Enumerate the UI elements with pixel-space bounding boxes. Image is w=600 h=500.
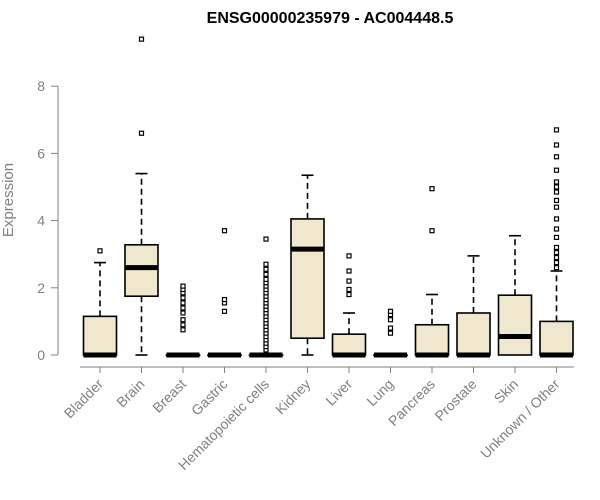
x-tick-label: Skin bbox=[491, 376, 522, 407]
outlier-point bbox=[387, 308, 394, 314]
box-body bbox=[539, 320, 574, 356]
outlier-point bbox=[180, 295, 186, 301]
box-hematopoietic-cells bbox=[248, 236, 284, 358]
outlier-point bbox=[346, 268, 352, 274]
box-body bbox=[456, 312, 491, 356]
outlier-point bbox=[553, 204, 560, 210]
outlier-point bbox=[553, 244, 560, 251]
outlier-point bbox=[553, 260, 560, 266]
box-kidney bbox=[290, 174, 325, 356]
outlier-point bbox=[263, 271, 269, 277]
outlier-point bbox=[180, 317, 186, 323]
y-tick-label-6: 6 bbox=[37, 145, 45, 161]
outlier-point bbox=[263, 261, 269, 267]
box-prostate bbox=[456, 255, 491, 358]
box-lung bbox=[373, 308, 408, 358]
outlier-point bbox=[553, 234, 560, 240]
outlier-point bbox=[346, 291, 352, 298]
outlier-point bbox=[180, 283, 186, 289]
outlier-point bbox=[221, 296, 228, 303]
outlier-point bbox=[97, 248, 103, 254]
outlier-point bbox=[387, 317, 394, 323]
outlier-point bbox=[387, 325, 394, 331]
y-tick-label-0: 0 bbox=[37, 347, 45, 363]
outlier-point bbox=[429, 186, 435, 192]
y-tick-label-4: 4 bbox=[37, 213, 45, 229]
outlier-point bbox=[553, 142, 560, 148]
box-body bbox=[497, 294, 533, 356]
outlier-point bbox=[346, 278, 352, 284]
outlier-point bbox=[553, 189, 560, 195]
outlier-point bbox=[553, 154, 560, 160]
box-gastric bbox=[207, 228, 242, 358]
x-tick-label: Brain bbox=[113, 376, 147, 410]
x-tick-label: Lung bbox=[363, 376, 396, 409]
outlier-point bbox=[553, 179, 560, 185]
outlier-point bbox=[221, 228, 228, 234]
outlier-point bbox=[263, 266, 269, 272]
box-body bbox=[124, 243, 159, 298]
outlier-point bbox=[346, 286, 352, 293]
y-axis: 0 2 4 6 8 bbox=[37, 78, 59, 363]
outlier-point bbox=[263, 236, 269, 242]
outlier-point bbox=[387, 330, 394, 336]
box-liver bbox=[331, 253, 367, 358]
outlier-point bbox=[180, 300, 186, 306]
x-tick-label: Breast bbox=[149, 376, 189, 416]
outlier-point bbox=[180, 327, 186, 333]
outlier-point bbox=[553, 226, 560, 232]
outlier-point bbox=[553, 167, 560, 173]
x-tick-label: Prostate bbox=[431, 376, 479, 424]
box-brain bbox=[124, 36, 159, 356]
box-skin bbox=[497, 234, 533, 356]
box-body bbox=[82, 315, 118, 356]
x-tick-label: Unknown / Other bbox=[477, 376, 563, 462]
y-tick-label-8: 8 bbox=[37, 78, 45, 94]
box-breast bbox=[165, 283, 201, 358]
outlier-point bbox=[221, 308, 228, 314]
x-tick-label: Liver bbox=[322, 376, 355, 409]
outlier-point bbox=[553, 216, 560, 222]
x-tick-label: Kidney bbox=[272, 376, 314, 418]
outlier-point bbox=[553, 265, 560, 271]
outlier-point bbox=[346, 253, 352, 259]
plot-area bbox=[82, 36, 574, 358]
box-unknown-other bbox=[539, 127, 574, 358]
outlier-point bbox=[180, 310, 186, 316]
box-pancreas bbox=[414, 186, 450, 358]
outlier-point bbox=[553, 249, 560, 256]
box-bladder bbox=[82, 248, 118, 358]
box-body bbox=[414, 323, 450, 356]
box-body bbox=[290, 218, 325, 339]
outlier-point bbox=[429, 228, 435, 234]
y-axis-label: Expression bbox=[0, 163, 17, 237]
outlier-point bbox=[553, 184, 560, 190]
outlier-point bbox=[263, 276, 269, 282]
chart-title: ENSG00000235979 - AC004448.5 bbox=[207, 10, 454, 27]
y-tick-label-2: 2 bbox=[37, 280, 45, 296]
box-body bbox=[331, 333, 367, 356]
outlier-point bbox=[138, 36, 145, 42]
x-tick-label: Bladder bbox=[61, 376, 107, 422]
outlier-point bbox=[180, 322, 186, 328]
outlier-point bbox=[180, 305, 186, 311]
outlier-point bbox=[553, 127, 560, 133]
outlier-point bbox=[553, 197, 560, 204]
outlier-point bbox=[553, 254, 560, 261]
outlier-point bbox=[138, 130, 145, 136]
